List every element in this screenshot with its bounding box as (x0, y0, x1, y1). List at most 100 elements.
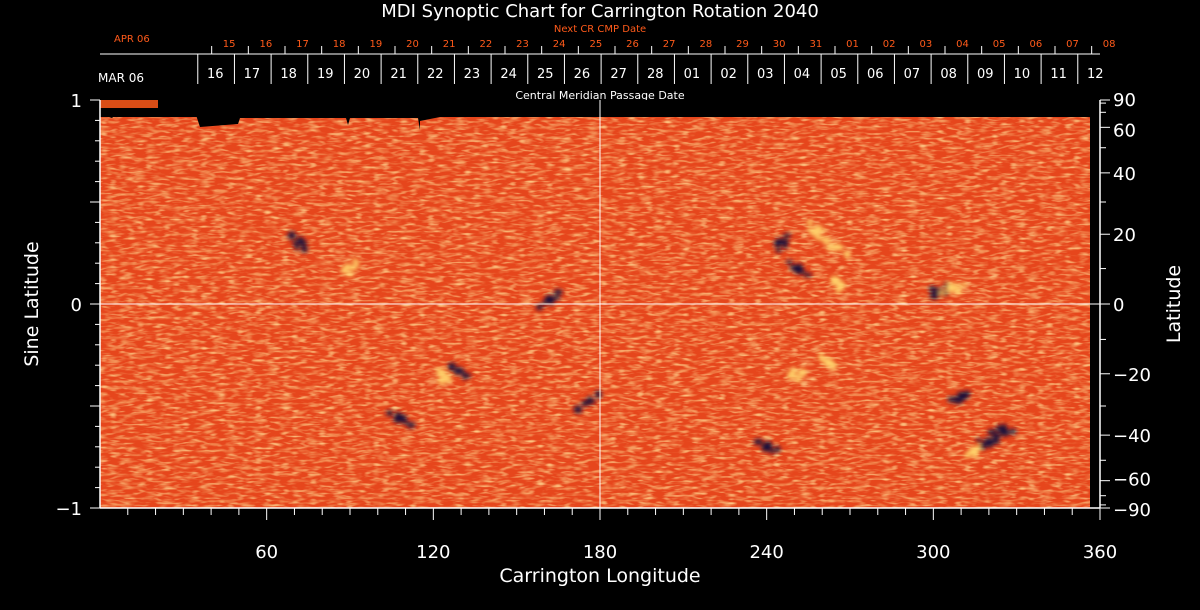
next-cr-axis-label: Next CR CMP Date (554, 24, 646, 35)
x-tick-label: 240 (749, 542, 783, 563)
y-right-tick-label: 60 (1113, 120, 1136, 141)
cmp-date-label: 21 (390, 67, 407, 82)
active-region-negative (991, 440, 1001, 445)
active-region-negative (1002, 424, 1008, 429)
next-cr-date-label: 22 (479, 39, 492, 50)
active-region-negative (773, 240, 783, 247)
next-cr-date-label: 06 (1029, 39, 1042, 50)
active-region-negative (782, 241, 788, 250)
next-cr-date-label: 01 (846, 39, 859, 50)
active-region-positive (814, 234, 824, 241)
active-region-positive (787, 371, 797, 376)
y-axis-label-left: Sine Latitude (21, 241, 43, 366)
cmp-date-label: 04 (794, 67, 811, 82)
next-cr-date-label: 02 (883, 39, 896, 50)
east-edge-gap (1090, 117, 1100, 508)
y-right-tick-label: −40 (1113, 426, 1151, 447)
active-region-negative (287, 231, 297, 240)
active-region-positive (830, 243, 842, 248)
x-tick-label: 120 (416, 542, 450, 563)
cmp-date-label: 27 (610, 67, 627, 82)
next-cr-date-label: 19 (369, 39, 382, 50)
y-left-tick-label: −1 (55, 499, 82, 520)
active-region-negative (298, 240, 308, 245)
next-cr-date-label: 24 (553, 39, 566, 50)
cmp-date-label: 28 (647, 67, 664, 82)
active-region-negative (975, 438, 983, 443)
active-region-negative (803, 272, 813, 277)
crosshair (100, 100, 1100, 508)
left-axis-ticks: 1 0 −1 (55, 91, 100, 520)
cmp-date-label: 26 (574, 67, 591, 82)
cmp-date-label: 05 (830, 67, 847, 82)
active-region-positive (812, 225, 822, 234)
active-region-negative (544, 295, 554, 304)
cmp-date-label: 06 (867, 67, 884, 82)
active-region-negative (959, 391, 969, 400)
active-region-positive (824, 359, 834, 366)
next-cr-date-label: 27 (663, 39, 676, 50)
active-region-negative (406, 422, 416, 429)
active-region-negative (928, 285, 936, 292)
active-region-negative (983, 437, 993, 444)
active-region-positive (806, 219, 814, 226)
active-region-negative (587, 399, 597, 404)
cmp-date-label: 25 (537, 67, 554, 82)
active-region-negative (789, 264, 799, 271)
next-cr-date-label: 31 (809, 39, 822, 50)
cmp-date-label: 20 (354, 67, 371, 82)
next-cr-date-label: 16 (259, 39, 272, 50)
active-region-negative (994, 433, 1002, 438)
active-region-positive (819, 357, 827, 362)
next-cr-date-label: 17 (296, 39, 309, 50)
cmp-date-label: 01 (684, 67, 701, 82)
cmp-date-label: 02 (720, 67, 737, 82)
active-region-negative (594, 390, 602, 399)
next-cr-date-label: 23 (516, 39, 529, 50)
y-axis-label-right: Latitude (1163, 265, 1185, 343)
active-region-positive (833, 246, 843, 251)
active-region-positive (345, 272, 355, 277)
active-region-positive (938, 290, 946, 295)
active-region-positive (965, 450, 975, 455)
active-region-positive (791, 374, 803, 379)
right-axis-ticks: 90 60 40 20 0 −20 −40 −60 −90 (1100, 90, 1151, 521)
x-axis-label: Carrington Longitude (499, 565, 700, 587)
active-region-negative (1009, 428, 1017, 435)
x-tick-label: 360 (1083, 542, 1117, 563)
next-cr-date-ticks: 08 07 06 05 04 03 02 01 31 30 29 28 27 26 25 24 23 22 21 20… (211, 39, 1116, 54)
active-region-negative (386, 410, 394, 417)
active-region-negative (763, 441, 773, 450)
active-region-positive (438, 368, 446, 377)
next-cr-date-label: 07 (1066, 39, 1079, 50)
active-region-positive (795, 376, 801, 383)
cmp-date-label: 19 (317, 67, 334, 82)
cmp-date-label: 11 (1050, 67, 1067, 82)
cmp-date-label: 07 (904, 67, 921, 82)
cmp-date-label: 12 (1087, 67, 1104, 82)
y-left-tick-label: 1 (71, 91, 82, 112)
active-region-positive (976, 444, 982, 451)
y-right-tick-label: 0 (1113, 295, 1124, 316)
cmp-date-ticks: 12 11 10 09 08 07 06 05 04 03 02 01 28 27 26 25 24 23 22 21… (197, 54, 1104, 84)
field-texture (100, 117, 1090, 508)
next-cr-date-label: 29 (736, 39, 749, 50)
active-region-negative (573, 405, 583, 414)
active-region-negative (535, 304, 543, 311)
active-region-positive (843, 250, 851, 259)
next-cr-month-label: APR 06 (114, 34, 150, 45)
active-region-negative (782, 233, 792, 238)
active-region-positive (437, 376, 447, 385)
x-axis-ticks: 60 120 180 240 300 360 (127, 508, 1117, 563)
active-region-negative (454, 367, 464, 374)
active-region-negative (553, 289, 563, 296)
active-region-positive (958, 282, 968, 287)
active-region-negative (392, 415, 402, 424)
next-cr-date-label: 20 (406, 39, 419, 50)
plot-area (100, 100, 1100, 508)
cmp-date-label: 17 (244, 67, 261, 82)
next-cr-date-label: 05 (993, 39, 1006, 50)
active-region-positive (830, 280, 836, 285)
y-right-tick-label: 40 (1113, 164, 1136, 185)
next-cr-date-label: 08 (1103, 39, 1116, 50)
